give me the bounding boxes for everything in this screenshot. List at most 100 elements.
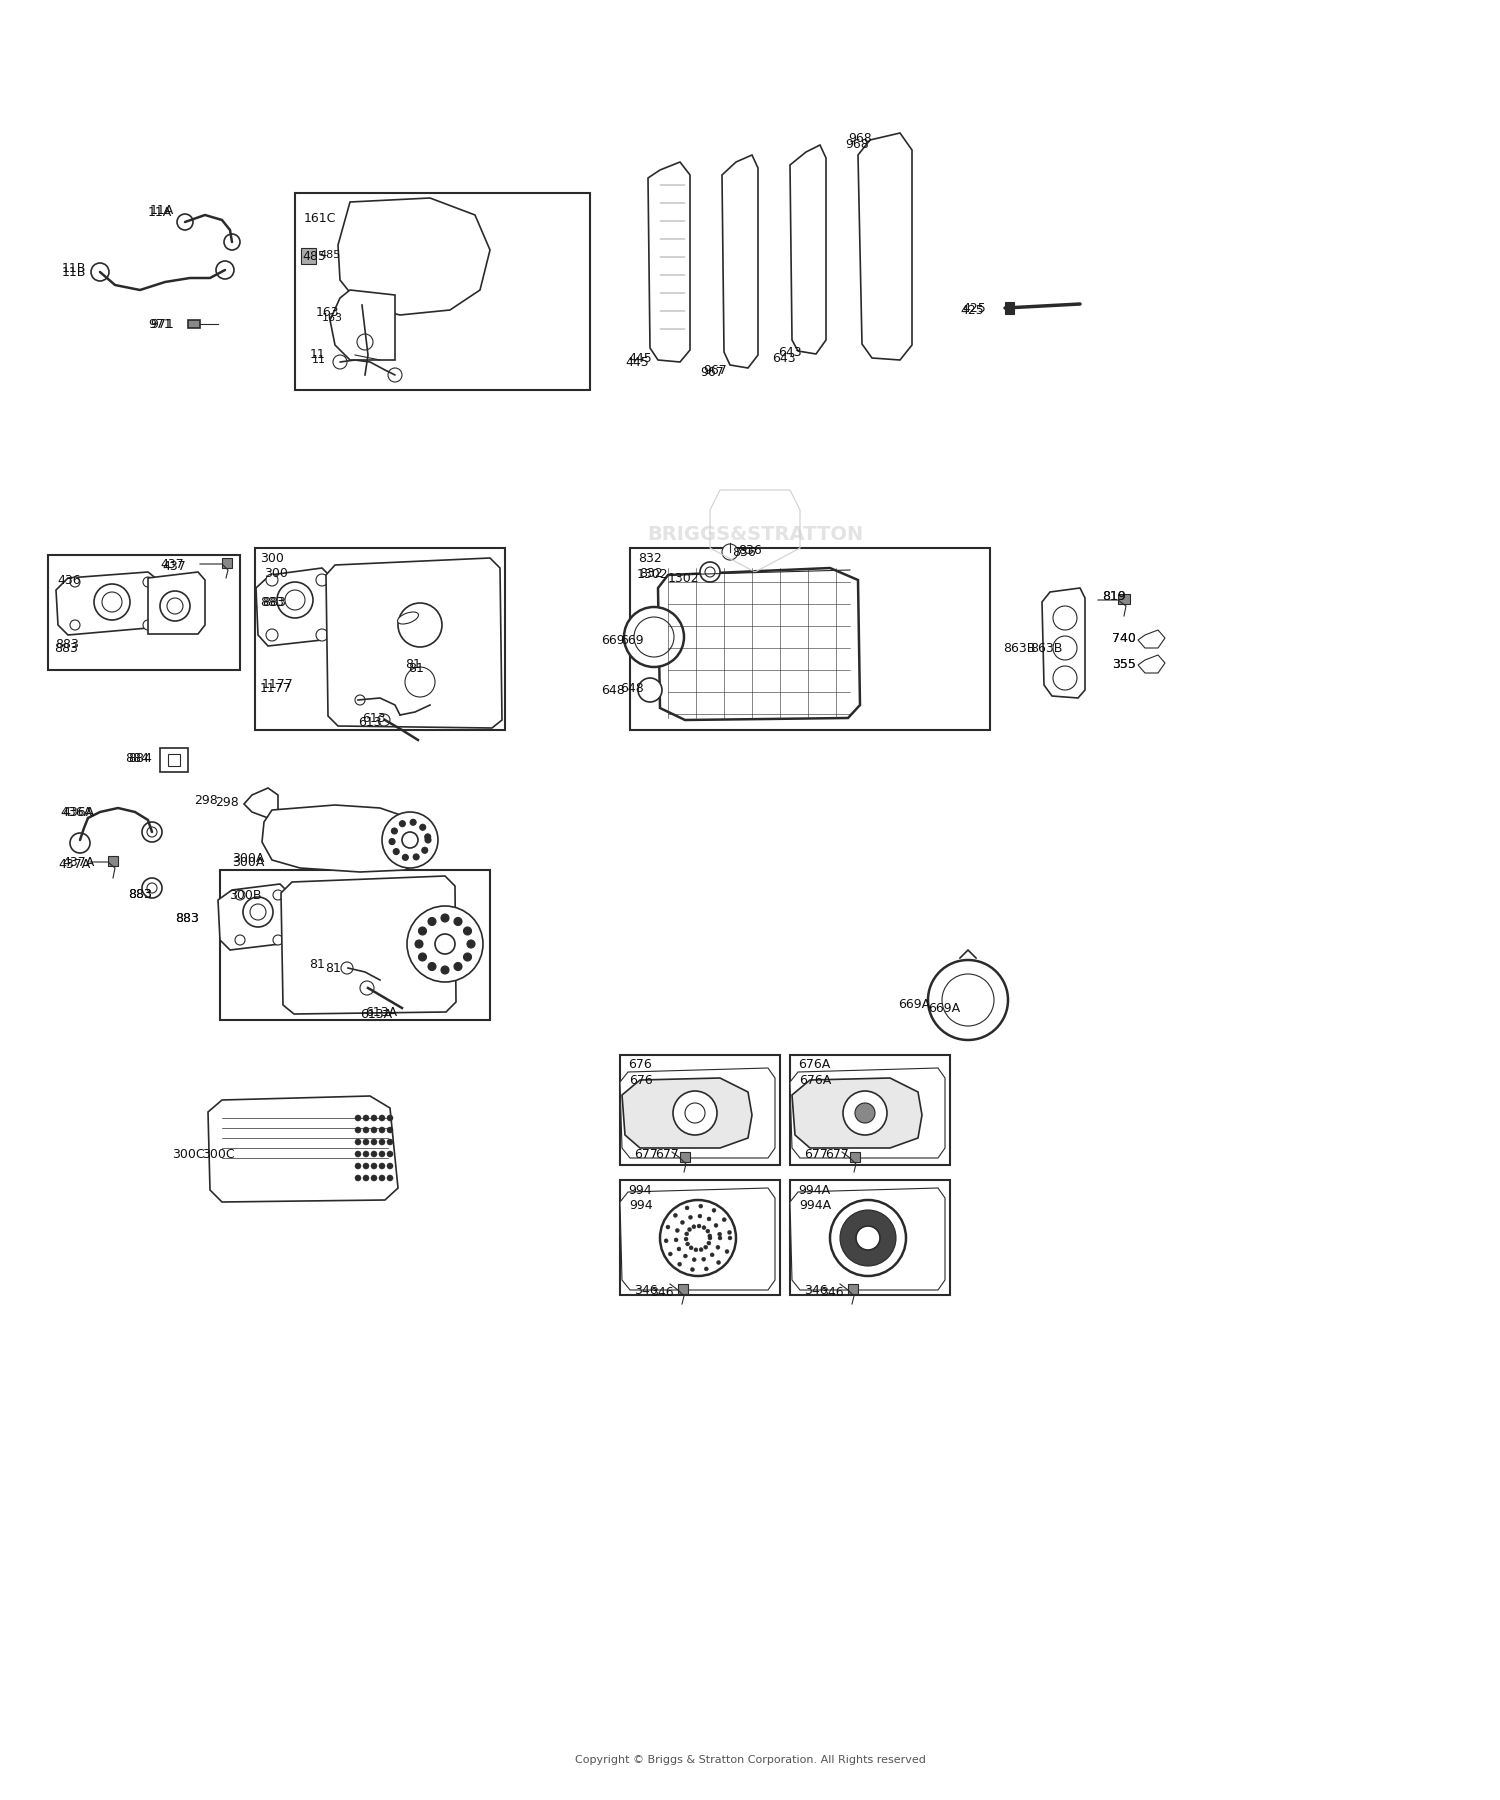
Polygon shape: [330, 290, 394, 360]
Circle shape: [236, 889, 244, 900]
Circle shape: [424, 833, 430, 841]
Text: 355: 355: [1112, 659, 1136, 671]
Bar: [680, 1152, 690, 1163]
Text: 994: 994: [628, 1184, 651, 1197]
Text: 677: 677: [825, 1148, 849, 1161]
Circle shape: [142, 823, 162, 842]
Circle shape: [406, 905, 483, 983]
Text: 300C: 300C: [172, 1148, 206, 1161]
Circle shape: [716, 1246, 720, 1249]
Circle shape: [273, 934, 284, 945]
Text: 669: 669: [602, 634, 625, 646]
Circle shape: [728, 1231, 732, 1235]
Bar: [168, 754, 180, 767]
Text: 298: 298: [195, 794, 217, 806]
Circle shape: [699, 1204, 703, 1208]
Circle shape: [855, 1103, 874, 1123]
Polygon shape: [1138, 630, 1166, 648]
Circle shape: [464, 927, 471, 934]
Text: 967: 967: [704, 364, 726, 376]
Text: 1177: 1177: [260, 682, 291, 695]
Text: 346: 346: [650, 1287, 674, 1300]
Text: 832: 832: [639, 567, 663, 580]
Text: 445: 445: [626, 356, 648, 369]
Circle shape: [370, 1150, 376, 1157]
Polygon shape: [620, 1188, 776, 1291]
Bar: [790, 1181, 950, 1294]
Bar: [188, 320, 200, 328]
Circle shape: [419, 952, 426, 961]
Circle shape: [224, 234, 240, 250]
Text: 968: 968: [847, 131, 871, 144]
Circle shape: [464, 952, 471, 961]
Polygon shape: [262, 805, 424, 871]
Bar: [620, 1181, 780, 1294]
Circle shape: [722, 1217, 726, 1222]
Text: 11B: 11B: [62, 265, 87, 279]
Text: 669: 669: [620, 634, 644, 646]
Polygon shape: [722, 155, 758, 367]
Circle shape: [356, 1139, 362, 1145]
Circle shape: [466, 940, 476, 949]
Text: 740: 740: [1112, 632, 1136, 644]
Circle shape: [690, 1267, 694, 1271]
Circle shape: [638, 679, 662, 702]
Circle shape: [454, 963, 462, 970]
Text: 883: 883: [56, 639, 80, 652]
Circle shape: [387, 1127, 393, 1132]
Text: 11: 11: [312, 355, 326, 365]
Text: 883: 883: [176, 911, 200, 925]
Polygon shape: [790, 1188, 945, 1291]
Circle shape: [370, 1139, 376, 1145]
Polygon shape: [338, 198, 490, 315]
Circle shape: [698, 1213, 702, 1219]
Polygon shape: [790, 1067, 945, 1157]
Circle shape: [699, 1247, 703, 1251]
Circle shape: [454, 918, 462, 925]
Circle shape: [675, 1228, 680, 1233]
Text: 863B: 863B: [1030, 641, 1062, 655]
Circle shape: [830, 1201, 906, 1276]
Text: 883: 883: [262, 596, 286, 608]
Circle shape: [718, 1237, 722, 1240]
Circle shape: [708, 1237, 712, 1240]
Text: 676: 676: [628, 1075, 652, 1087]
Circle shape: [393, 848, 399, 855]
Circle shape: [717, 1260, 720, 1265]
Text: 676: 676: [628, 1058, 651, 1071]
Bar: [48, 554, 240, 670]
Bar: [302, 248, 316, 265]
Circle shape: [278, 581, 314, 617]
Text: 677: 677: [656, 1148, 680, 1161]
Circle shape: [363, 1114, 369, 1121]
Circle shape: [70, 619, 80, 630]
Bar: [255, 547, 506, 731]
Text: 884: 884: [124, 752, 148, 765]
Text: 355: 355: [1112, 659, 1136, 671]
Circle shape: [356, 1175, 362, 1181]
Text: 676A: 676A: [798, 1058, 831, 1071]
Text: 437: 437: [160, 558, 183, 572]
Circle shape: [333, 355, 346, 369]
Text: 613: 613: [358, 715, 381, 729]
Text: 436A: 436A: [62, 806, 94, 819]
Text: 971: 971: [150, 319, 174, 331]
Circle shape: [378, 715, 390, 725]
Circle shape: [692, 1224, 696, 1229]
Polygon shape: [648, 162, 690, 362]
Polygon shape: [858, 133, 912, 360]
Circle shape: [387, 1150, 393, 1157]
Circle shape: [413, 853, 419, 860]
Circle shape: [243, 896, 273, 927]
Circle shape: [710, 1253, 714, 1256]
Circle shape: [142, 578, 153, 587]
Circle shape: [706, 1217, 711, 1220]
Text: Copyright © Briggs & Stratton Corporation. All Rights reserved: Copyright © Briggs & Stratton Corporatio…: [574, 1755, 926, 1766]
Polygon shape: [148, 572, 206, 634]
Circle shape: [398, 603, 442, 646]
Circle shape: [357, 335, 374, 349]
Circle shape: [704, 1246, 708, 1249]
Circle shape: [70, 833, 90, 853]
Circle shape: [688, 1215, 693, 1219]
Circle shape: [422, 848, 428, 853]
